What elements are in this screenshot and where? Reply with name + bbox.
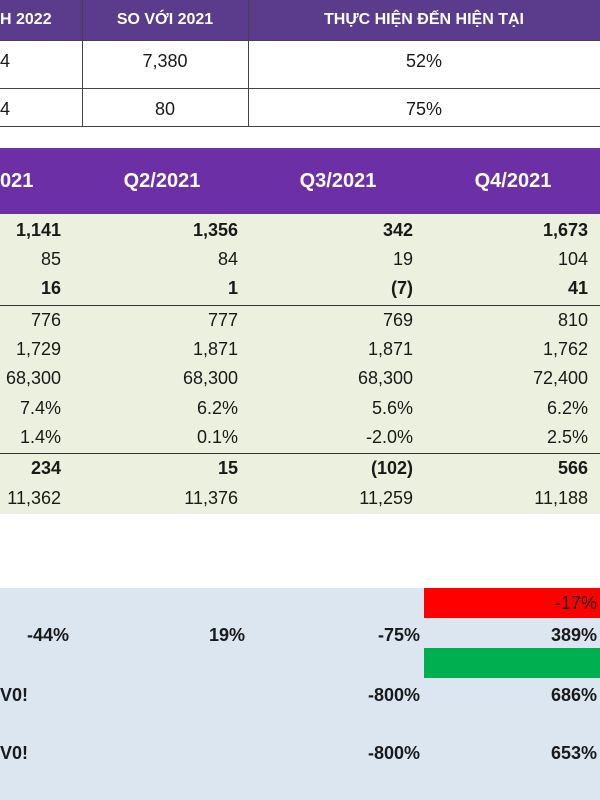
growth-cell: 686% [550,685,597,705]
quarter-table-row: 85 84 19 104 [0,245,600,274]
quarter-cell: 234 [30,458,61,478]
quarter-cell: 15 [217,458,238,478]
growth-cell: -800% [367,743,420,763]
quarter-cell: 11,259 [359,488,413,508]
growth-cell: V0! [0,743,29,763]
row-divider [0,126,600,127]
quarter-cell: 84 [217,249,238,269]
quarter-cell: 1,673 [542,220,588,240]
quarter-table-row: 1.4% 0.1% -2.0% 2.5% [0,423,600,452]
quarter-cell: 16 [40,278,61,298]
growth-cell: -75% [377,625,420,645]
growth-row: V0! -800% 686% [0,680,600,710]
vs-2021-value: 7,380 [142,51,188,71]
quarter-cell: 7.4% [19,398,61,418]
quarter-cell: 1,871 [192,339,238,359]
quarter-cell: 11,188 [534,488,588,508]
growth-cell: 19% [208,625,245,645]
quarter-cell: 0.1% [196,427,238,447]
quarter-cell: 85 [40,249,61,269]
quarter-cell: 72,400 [532,368,588,388]
top-table-header: H 2022 SO VỚI 2021 THỰC HIỆN ĐẾN HIỆN TẠ… [0,0,600,40]
header-q3-2021: Q3/2021 [299,170,377,192]
quarter-cell: 1,729 [15,339,61,359]
quarter-cell: 1,141 [15,220,61,240]
negative-growth-value: -17% [554,593,597,613]
quarter-cell: 11,362 [7,488,61,508]
header-q4-2021: Q4/2021 [474,170,552,192]
quarter-cell: 6.2% [546,398,588,418]
quarter-cell: 810 [557,310,588,330]
quarter-cell: 342 [382,220,413,240]
progress-value: 75% [405,99,443,119]
row-divider [0,88,600,89]
header-q2-2021: Q2/2021 [123,170,201,192]
quarter-cell: 769 [382,310,413,330]
header-progress-to-date: THỰC HIỆN ĐẾN HIỆN TẠI [324,11,524,28]
growth-cell: 389% [550,625,597,645]
quarter-table-row: 16 1 (7) 41 [0,274,600,303]
growth-section [0,588,600,800]
positive-growth-flag [424,648,600,678]
quarter-cell: 566 [557,458,588,478]
quarter-cell: 11,376 [184,488,238,508]
quarter-cell: (102) [370,458,413,478]
quarter-cell: 777 [207,310,238,330]
quarter-table-row: 234 15 (102) 566 [0,454,600,483]
plan-value: 4 [0,99,11,119]
quarter-table-row: 1,141 1,356 342 1,673 [0,216,600,245]
growth-cell: -800% [367,685,420,705]
growth-cell: -44% [26,625,69,645]
quarter-cell: 1,871 [367,339,413,359]
top-table-row: 4 7,380 52% [0,40,600,82]
growth-row: -44% 19% -75% 389% [0,620,600,650]
quarter-cell: -2.0% [365,427,413,447]
plan-value: 4 [0,51,11,71]
quarter-cell: 1,762 [542,339,588,359]
growth-cell: V0! [0,685,29,705]
quarter-cell: 776 [30,310,61,330]
quarter-cell: 104 [557,249,588,269]
growth-row: V0! -800% 653% [0,738,600,768]
quarter-table-body: 1,141 1,356 342 1,673 85 84 19 104 16 1 (7) 41 776 77… [0,214,600,514]
header-vs-2021: SO VỚI 2021 [116,11,214,28]
quarter-cell: (7) [391,278,413,298]
quarter-cell: 1,356 [192,220,238,240]
quarter-cell: 41 [567,278,588,298]
row-divider [0,40,600,41]
column-divider [248,0,249,126]
quarter-cell: 1 [227,278,238,298]
quarter-cell: 68,300 [182,368,238,388]
column-divider [82,0,83,126]
quarter-table-row: 776 777 769 810 [0,306,600,335]
top-table-row: 4 80 75% [0,88,600,130]
negative-growth-flag: -17% [424,588,600,618]
quarter-cell: 1.4% [19,427,61,447]
quarter-cell: 2.5% [546,427,588,447]
quarter-table-header: 021 Q2/2021 Q3/2021 Q4/2021 [0,148,600,214]
quarter-cell: 68,300 [357,368,413,388]
quarter-cell: 19 [392,249,413,269]
quarter-table-row: 68,300 68,300 68,300 72,400 [0,364,600,393]
progress-value: 52% [405,51,443,71]
section-divider [0,453,600,454]
header-q1-2021: 021 [0,170,34,192]
quarter-cell: 5.6% [371,398,413,418]
vs-2021-value: 80 [154,99,176,119]
quarter-table-row: 1,729 1,871 1,871 1,762 [0,335,600,364]
quarter-table-row: 11,362 11,376 11,259 11,188 [0,484,600,513]
quarter-cell: 6.2% [196,398,238,418]
growth-cell: 653% [550,743,597,763]
header-plan-2022: H 2022 [0,11,52,28]
quarter-table-row: 7.4% 6.2% 5.6% 6.2% [0,394,600,423]
quarter-cell: 68,300 [5,368,61,388]
section-divider [0,305,600,306]
